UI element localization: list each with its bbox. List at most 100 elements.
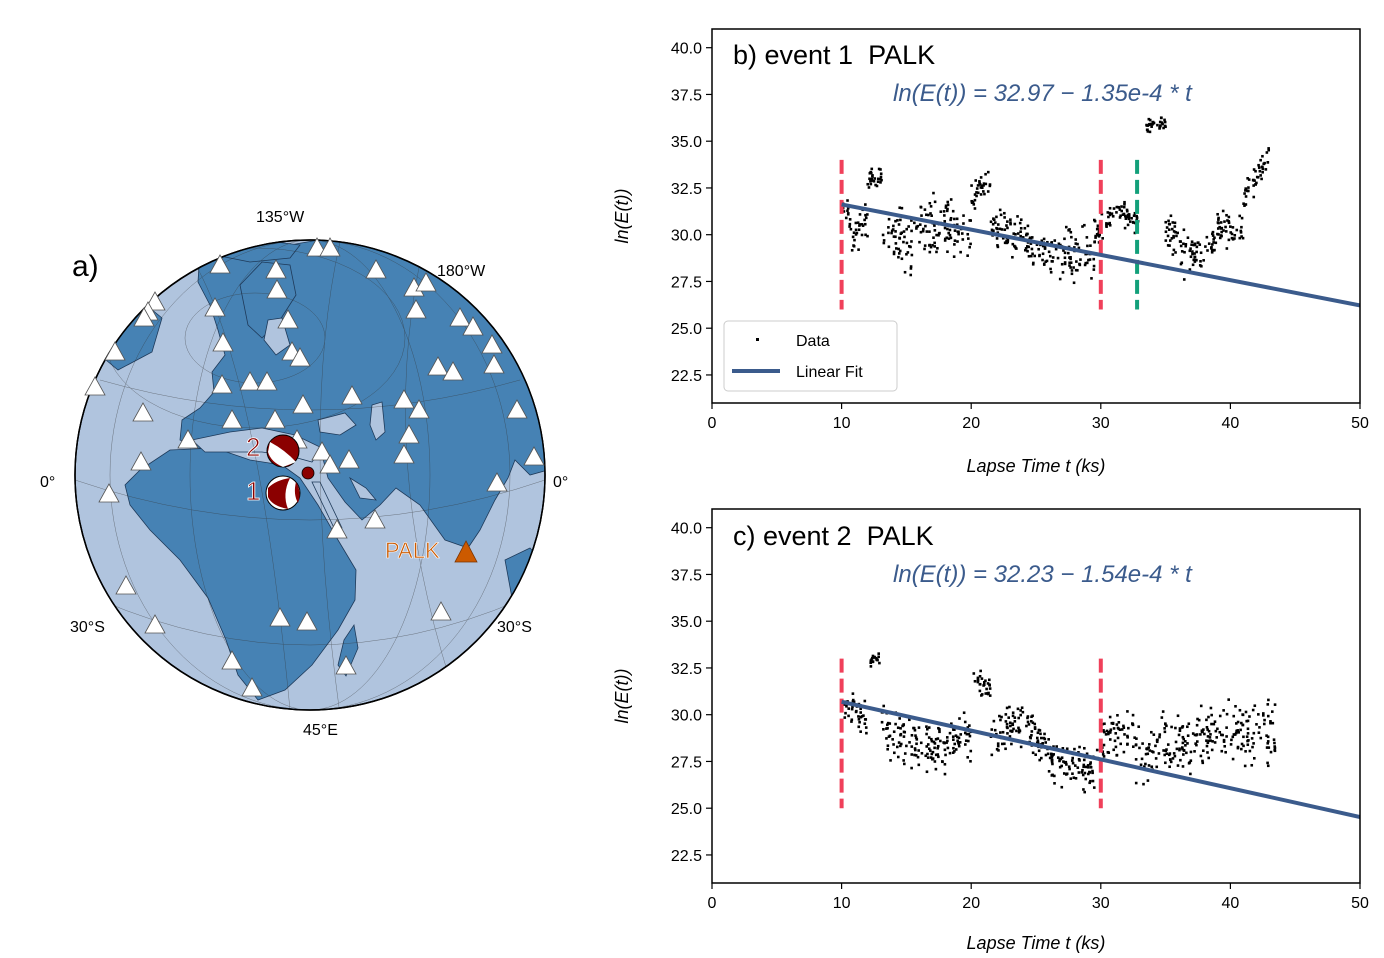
data-point (870, 177, 874, 181)
data-point (1240, 235, 1243, 238)
label-lon-0-right: 0° (553, 474, 568, 491)
data-point (1068, 228, 1071, 231)
triangle-icon (84, 376, 106, 396)
data-point (1094, 234, 1097, 238)
data-point (999, 213, 1003, 217)
data-point (927, 726, 931, 729)
data-point (1012, 232, 1016, 235)
data-point (1251, 708, 1255, 712)
chart-b-title: b) event 1 PALK (733, 40, 935, 70)
data-point (1218, 730, 1222, 734)
data-point (947, 237, 951, 240)
data-point (1059, 757, 1063, 761)
data-point (1060, 785, 1064, 789)
data-point (1245, 735, 1249, 738)
data-point (925, 770, 929, 774)
data-point (1148, 743, 1151, 746)
data-point (968, 245, 971, 249)
data-point (1151, 122, 1154, 126)
data-point (1161, 122, 1164, 126)
data-point (899, 727, 902, 730)
data-point (1190, 240, 1194, 244)
data-point (1165, 752, 1169, 756)
data-point (996, 245, 1000, 249)
data-point (988, 694, 992, 697)
data-point (1060, 764, 1063, 768)
data-point (1050, 760, 1054, 764)
chart-b-data-points (841, 116, 1271, 285)
data-point (1233, 233, 1237, 237)
data-point (1265, 734, 1268, 737)
data-point (1058, 277, 1062, 281)
data-point (1089, 779, 1092, 783)
data-point (1036, 731, 1040, 735)
data-point (1176, 231, 1179, 235)
data-point (1242, 744, 1245, 748)
triangle-icon (405, 299, 427, 319)
data-point (1164, 230, 1168, 234)
data-point (1206, 249, 1209, 252)
data-point (1137, 725, 1141, 729)
triangle-icon (408, 399, 430, 419)
data-point (1074, 777, 1078, 780)
triangle-icon (326, 519, 348, 539)
data-point (1108, 213, 1112, 217)
data-point (894, 722, 897, 726)
data-point (1135, 216, 1139, 219)
data-point (937, 233, 940, 237)
data-point (1026, 720, 1030, 724)
data-point (1199, 704, 1203, 708)
data-point (1112, 207, 1116, 210)
data-point (1054, 247, 1058, 251)
data-point (933, 241, 936, 245)
data-point (1163, 727, 1166, 730)
data-point (1170, 227, 1174, 231)
data-point (1035, 243, 1039, 246)
data-point (924, 754, 928, 758)
data-point (905, 241, 909, 245)
data-point (1063, 256, 1067, 260)
data-point (1225, 726, 1228, 729)
data-point (885, 723, 889, 727)
data-point (1122, 724, 1125, 728)
data-point (969, 242, 972, 246)
data-point (1094, 236, 1097, 239)
y-tick-label: 32.5 (671, 181, 702, 198)
data-point (1144, 762, 1147, 766)
data-point (1127, 217, 1131, 221)
data-point (935, 250, 938, 254)
data-point (926, 756, 930, 759)
data-point (943, 762, 947, 766)
y-tick-label: 27.5 (671, 274, 702, 291)
data-point (1197, 718, 1201, 722)
data-point (918, 240, 921, 244)
data-point (1086, 764, 1090, 767)
data-point (1193, 260, 1197, 263)
data-point (1189, 759, 1193, 762)
data-point (1082, 765, 1085, 769)
data-point (1192, 258, 1196, 262)
data-point (897, 255, 900, 259)
label-lon-180w: 180°W (437, 263, 486, 280)
data-point (874, 183, 877, 187)
data-point (1176, 764, 1180, 767)
data-point (958, 741, 962, 744)
data-point (1067, 765, 1071, 769)
data-point (920, 214, 923, 217)
data-point (926, 727, 929, 731)
data-point (903, 235, 906, 239)
data-point (1043, 246, 1047, 249)
data-point (1069, 230, 1073, 234)
data-point (1051, 753, 1054, 757)
data-point (953, 229, 957, 232)
data-point (945, 236, 949, 240)
data-point (1246, 189, 1249, 193)
data-point (1240, 747, 1243, 751)
data-point (983, 192, 986, 196)
data-point (1164, 761, 1167, 765)
data-point (957, 736, 961, 740)
data-point (910, 734, 914, 737)
data-point (1148, 749, 1152, 752)
data-point (850, 248, 854, 252)
data-point (1082, 758, 1086, 762)
